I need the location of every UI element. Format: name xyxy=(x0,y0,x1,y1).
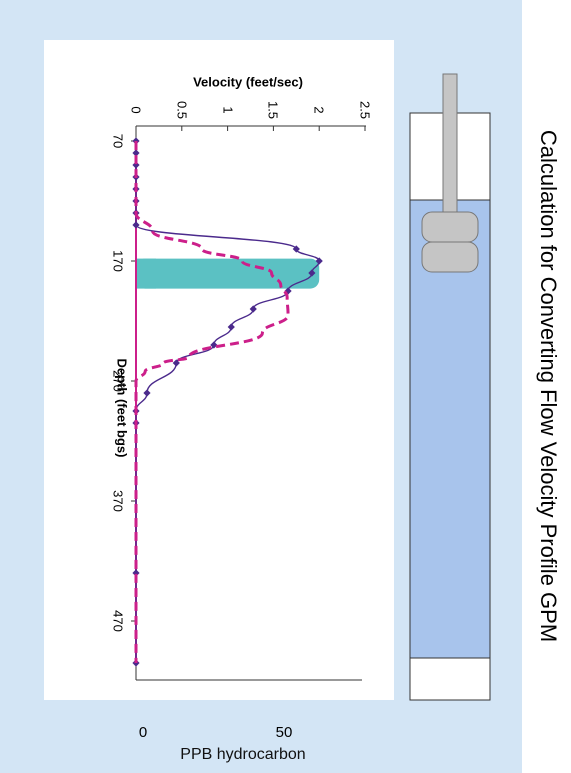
velocity-tick-label: 2 xyxy=(311,106,327,114)
plot-area xyxy=(44,40,394,700)
ppb-tick-0: 0 xyxy=(138,724,148,741)
hydrocarbon-series-line xyxy=(134,141,290,663)
velocity-data-point xyxy=(308,269,316,277)
velocity-axis-title: Velocity (feet/sec) xyxy=(193,74,303,90)
depth-tick-label: 70 xyxy=(110,133,126,149)
velocity-data-point xyxy=(132,221,140,229)
packer-upper xyxy=(421,211,479,243)
velocity-tick-label: 1 xyxy=(220,106,236,114)
velocity-data-point xyxy=(315,257,323,265)
velocity-tick-label: 1.5 xyxy=(265,100,281,120)
velocity-data-point xyxy=(143,389,151,397)
probe-cable xyxy=(442,73,458,221)
depth-tick-label: 470 xyxy=(110,610,126,632)
depth-tick-label: 370 xyxy=(110,490,126,512)
screen-interval-band xyxy=(136,258,320,289)
velocity-tick-label: 0.5 xyxy=(174,100,190,120)
velocity-data-point xyxy=(249,305,257,313)
ppb-axis-title: PPB hydrocarbon xyxy=(180,746,306,763)
velocity-data-point xyxy=(132,149,140,157)
screen-interval-band-base xyxy=(136,258,156,289)
velocity-data-point xyxy=(292,245,300,253)
depth-tick-label: 270 xyxy=(110,370,126,392)
velocity-tick-label: 2.5 xyxy=(357,100,373,120)
velocity-series-line xyxy=(135,141,320,663)
page-title: Calculation for Converting Flow Velocity… xyxy=(536,129,561,643)
ppb-tick-50: 50 xyxy=(275,724,293,741)
velocity-tick-label: 0 xyxy=(128,106,144,114)
velocity-data-point xyxy=(227,323,235,331)
depth-tick-label: 170 xyxy=(110,250,126,272)
packer-lower xyxy=(421,241,479,273)
velocity-data-point xyxy=(132,161,140,169)
velocity-data-point xyxy=(132,569,140,577)
well-water-column xyxy=(410,200,490,658)
